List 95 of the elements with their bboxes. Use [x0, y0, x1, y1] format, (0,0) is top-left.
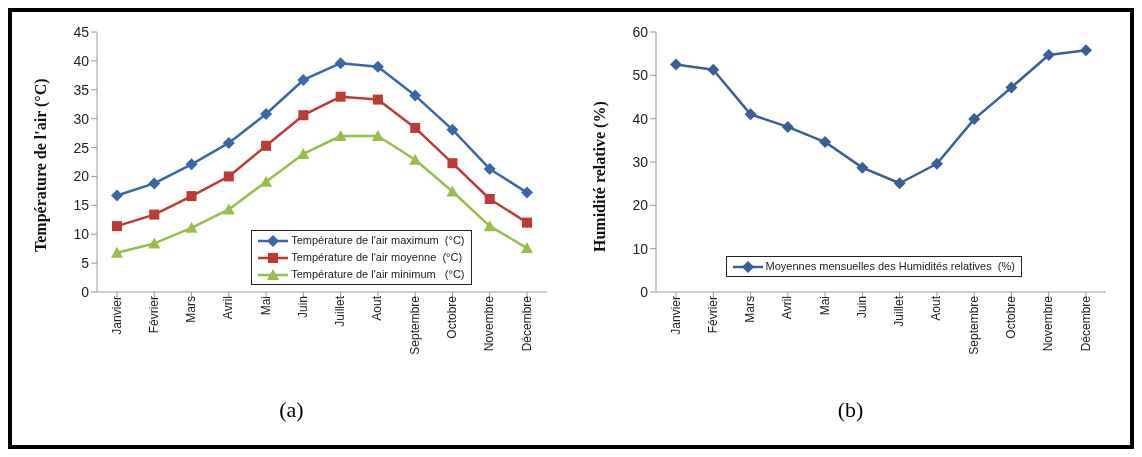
y-tick-label: 0	[80, 283, 89, 300]
x-tick-label: Novembre	[1040, 295, 1055, 352]
y-axis-title: Température de l'air (°C)	[31, 78, 50, 252]
y-tick-label: 15	[72, 197, 89, 214]
y-tick-label: 25	[72, 139, 89, 156]
point	[483, 220, 496, 232]
point	[147, 237, 160, 249]
point	[669, 58, 682, 71]
x-tick-label: Septembre	[966, 295, 981, 355]
legend-label: Température de l'air moyenne (°C)	[291, 250, 463, 265]
point	[148, 209, 159, 220]
point	[185, 221, 198, 233]
point	[110, 246, 123, 258]
point	[818, 136, 831, 149]
point	[408, 89, 421, 102]
point	[445, 185, 458, 197]
point	[371, 60, 384, 73]
point	[967, 113, 980, 126]
point	[371, 130, 384, 141]
point	[147, 177, 160, 190]
y-axis-title: Humidité relative (%)	[590, 101, 609, 252]
point	[893, 177, 906, 190]
point	[186, 191, 197, 202]
point	[1042, 48, 1055, 61]
legend-label: Température de l'air maximum (°C)	[291, 233, 465, 248]
point	[446, 158, 457, 169]
y-tick-label: 0	[639, 283, 648, 300]
x-tick-label: Janvier	[109, 296, 124, 335]
y-tick-label: 20	[72, 168, 89, 185]
point	[1004, 81, 1017, 94]
point	[781, 120, 794, 133]
point	[334, 130, 347, 141]
x-tick-label: Avril	[779, 296, 794, 320]
x-tick-label: Novembre	[481, 295, 496, 352]
point	[1079, 44, 1092, 57]
y-tick-label: 20	[631, 197, 648, 214]
text: (a)	[278, 397, 305, 423]
point	[706, 63, 719, 76]
point	[296, 73, 309, 86]
point	[259, 108, 272, 121]
y-tick-label: 10	[631, 240, 648, 257]
x-tick-label: Octobre	[1003, 295, 1018, 339]
point	[520, 186, 533, 199]
y-tick-label: 60	[631, 23, 648, 40]
y-tick-label: 45	[72, 23, 89, 40]
point	[222, 203, 235, 215]
legend-label: Température de l'air minimum (°C)	[291, 267, 465, 282]
point	[521, 217, 532, 228]
point	[335, 91, 346, 102]
point	[409, 122, 420, 133]
x-tick-label: Mars	[183, 296, 198, 323]
x-tick-label: Juin	[854, 296, 869, 319]
x-tick-label: Février	[705, 296, 720, 334]
point	[110, 189, 123, 202]
x-tick-label: Mars	[742, 296, 757, 323]
y-tick-label: 30	[72, 110, 89, 127]
x-tick-label: Avril	[220, 296, 235, 320]
point	[484, 193, 495, 204]
y-tick-label: 30	[631, 153, 648, 170]
point	[408, 153, 421, 165]
x-tick-label: Juillet	[891, 295, 906, 327]
point	[334, 57, 347, 70]
x-tick-label: Juillet	[332, 295, 347, 327]
y-tick-label: 10	[72, 226, 89, 243]
point	[111, 221, 122, 232]
x-tick-label: Janvier	[668, 296, 683, 335]
x-tick-label: Mai	[258, 296, 273, 316]
point	[483, 162, 496, 175]
point	[372, 94, 383, 105]
point	[855, 161, 868, 174]
point	[930, 157, 943, 170]
x-tick-label: Septembre	[407, 295, 422, 355]
point	[297, 110, 308, 121]
x-tick-label: Octobre	[444, 295, 459, 339]
y-tick-label: 50	[631, 67, 648, 84]
x-tick-label: Février	[146, 296, 161, 334]
point	[520, 242, 533, 254]
y-tick-label: 5	[80, 255, 89, 272]
x-tick-label: Mai	[817, 296, 832, 316]
y-tick-label: 35	[72, 81, 89, 98]
x-tick-label: Aout	[369, 295, 384, 321]
point	[223, 171, 234, 182]
x-tick-label: Aout	[928, 295, 943, 321]
x-tick-label: Décembre	[1078, 295, 1093, 352]
point	[222, 136, 235, 149]
y-tick-label: 40	[72, 52, 89, 69]
point	[744, 108, 757, 121]
legend-label: Moyennes mensuelles des Humidités relatives (%)	[765, 259, 1015, 274]
y-tick-label: 40	[631, 110, 648, 127]
x-tick-label: Juin	[295, 296, 310, 319]
x-tick-label: Décembre	[519, 295, 534, 352]
point	[445, 123, 458, 136]
point	[185, 158, 198, 171]
point	[260, 140, 271, 151]
text: (b)	[836, 397, 865, 423]
